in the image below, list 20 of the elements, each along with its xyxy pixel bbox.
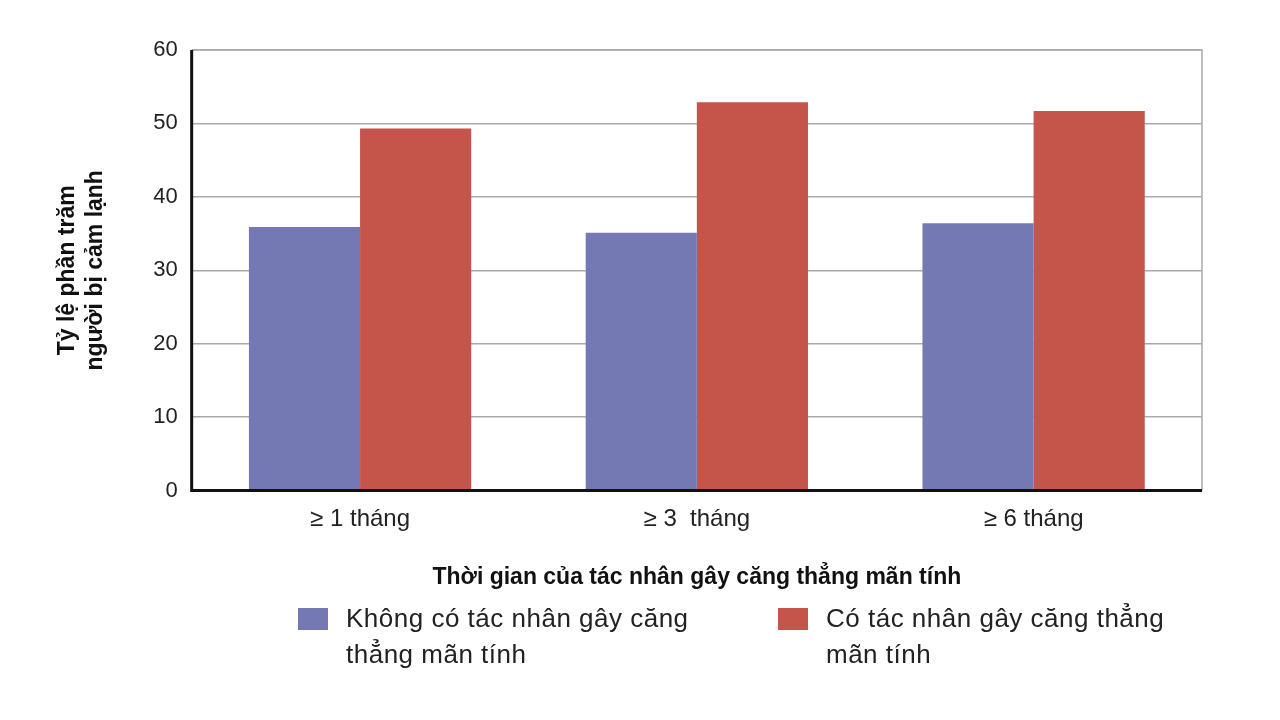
y-tick-label: 20 — [153, 329, 178, 355]
bar — [248, 226, 361, 490]
x-tick-label: ≥ 6 tháng — [983, 503, 1084, 531]
bar — [1033, 110, 1145, 490]
y-axis-title: Tỷ lệ phần trăm người bị cảm lạnh — [53, 170, 107, 371]
y-tick-label: 30 — [153, 256, 178, 282]
y-tick-label: 60 — [153, 36, 178, 62]
y-tick-label: 0 — [165, 476, 178, 502]
bar — [585, 232, 697, 490]
bar — [360, 128, 472, 490]
y-tick-label: 10 — [153, 403, 178, 429]
x-axis-title: Thời gian của tác nhân gây căng thẳng mãn tính — [432, 560, 962, 589]
bar — [696, 102, 808, 490]
legend-label: Không có tác nhân gây căng thẳng mãn tính — [346, 602, 690, 671]
y-tick-label: 40 — [153, 182, 178, 208]
y-tick-label: 50 — [153, 109, 178, 135]
legend-label: Có tác nhân gây căng thẳng mãn tính — [826, 602, 1166, 671]
bar — [922, 223, 1034, 490]
x-tick-label: ≥ 1 tháng — [310, 503, 411, 531]
x-tick-label: ≥ 3 tháng — [643, 503, 751, 531]
